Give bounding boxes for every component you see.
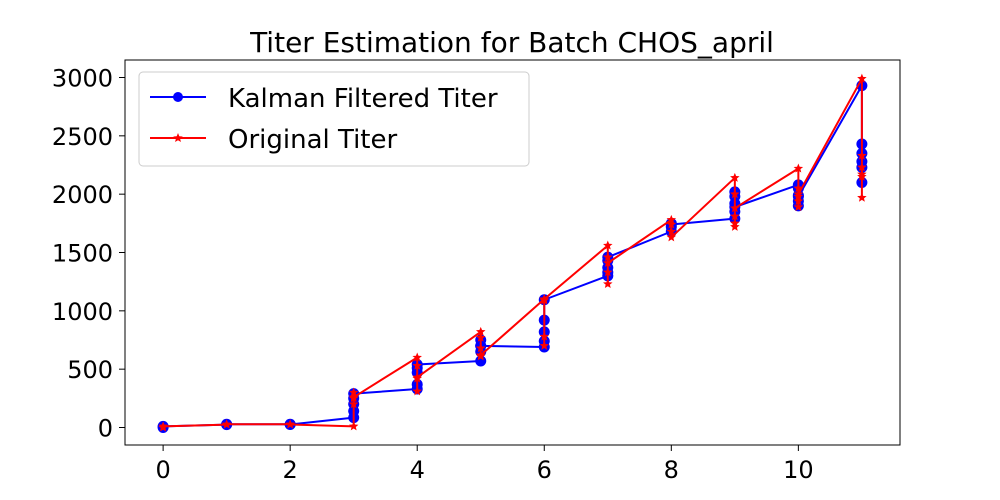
x-tick-label: 10 [783,456,814,484]
data-point [857,73,867,83]
data-point [475,350,486,360]
data-point [730,189,740,199]
legend-box [138,71,530,167]
data-point [412,372,422,382]
data-point [857,162,867,172]
data-point [793,196,804,206]
legend-marker-kalman [173,92,183,102]
data-point [730,211,740,221]
data-point [603,267,613,277]
legend-label-original: Original Titer [228,125,398,155]
data-point [475,326,486,336]
legend: Kalman Filtered Titer Original Titer [138,71,530,167]
legend-label-kalman: Kalman Filtered Titer [228,84,498,114]
data-point [475,332,486,342]
data-point [730,203,740,213]
data-point [857,192,867,202]
data-point [412,386,422,396]
data-point [603,240,613,250]
y-tick-label: 1000 [52,298,113,326]
data-point [666,232,677,242]
data-point [539,331,550,341]
y-tick-label: 2500 [52,123,113,151]
data-point [793,202,804,212]
data-point [857,169,867,179]
data-point [793,183,804,193]
x-axis: 0 2 4 6 8 10 [155,445,814,484]
data-point [603,279,613,289]
y-tick-label: 3000 [52,65,113,93]
x-tick-label: 4 [410,456,425,484]
plot-area [157,73,868,433]
data-point [857,150,867,160]
data-point [158,421,168,431]
x-tick-label: 2 [283,456,298,484]
data-point [475,343,486,353]
data-point [348,399,359,409]
data-point [666,226,677,236]
data-point [666,219,677,229]
data-point [348,421,359,431]
chart-title: Titer Estimation for Batch CHOS_april [249,26,774,59]
data-point [539,294,550,304]
data-point [666,214,677,224]
data-point [730,172,740,182]
x-tick-label: 8 [664,456,679,484]
data-point [285,419,295,429]
data-point [221,419,232,429]
series-1 [158,73,867,432]
data-point [730,221,740,231]
data-point [412,352,422,362]
data-point [412,360,422,370]
data-point [793,189,804,199]
legend-marker-original [173,133,183,143]
data-point [603,258,613,268]
x-tick-label: 0 [155,456,170,484]
data-point [348,387,359,397]
y-tick-label: 1500 [52,240,113,268]
y-tick-label: 500 [67,356,113,384]
data-point [475,355,487,367]
data-point [348,392,359,402]
y-tick-label: 2000 [52,181,113,209]
y-tick-label: 0 [98,415,113,443]
y-axis: 0 500 1000 1500 2000 2500 3000 [52,65,125,443]
data-point [603,252,613,262]
data-point [793,163,804,173]
data-point [539,340,550,350]
x-tick-label: 6 [537,456,552,484]
